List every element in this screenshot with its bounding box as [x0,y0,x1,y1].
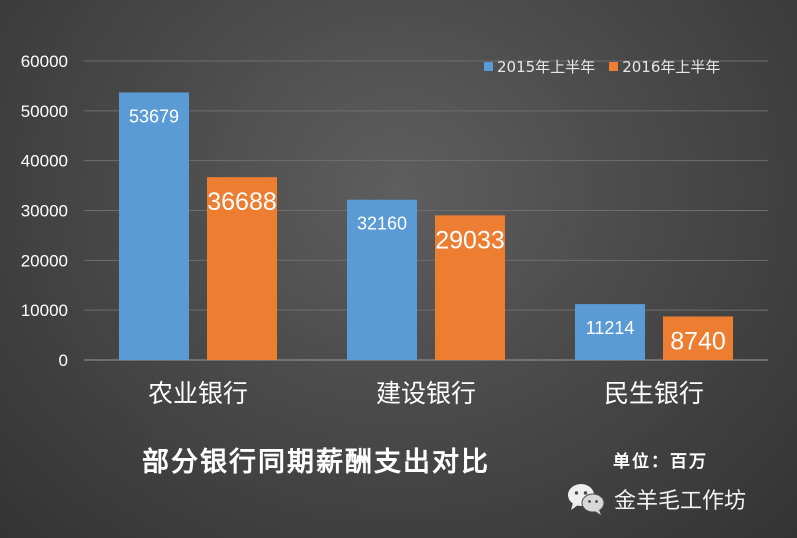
bar [119,92,189,361]
wechat-icon [568,484,605,515]
y-tick-label: 20000 [21,251,68,270]
data-label: 53679 [129,106,179,126]
x-tick-label: 民生银行 [604,379,704,408]
unit-label: 单位：百万 [613,452,708,472]
bar [207,177,277,360]
x-tick-label: 农业银行 [148,379,248,408]
y-tick-label: 10000 [21,301,68,320]
legend-item-2015: 2015年上半年 [484,56,595,77]
data-label: 36688 [207,188,277,216]
bar [575,304,645,360]
legend-label-2015: 2015年上半年 [497,57,596,76]
legend-item-2016: 2016年上半年 [609,56,720,77]
bar [435,215,505,360]
bar [347,199,417,360]
legend-swatch-2016 [609,61,619,71]
watermark-text: 金羊毛工作坊 [614,489,747,514]
y-tick-label: 0 [59,351,68,370]
legend: 2015年上半年 2016年上半年 [484,56,720,76]
y-tick-label: 60000 [21,52,68,71]
y-tick-label: 30000 [21,202,68,221]
data-label: 29033 [435,226,505,254]
data-label: 8740 [670,327,726,355]
chart-title: 部分银行同期薪酬支出对比 [142,447,490,478]
bar [663,316,733,360]
legend-swatch-2015 [484,61,493,71]
y-tick-label: 40000 [21,152,68,171]
data-label: 32160 [357,214,407,234]
x-tick-label: 建设银行 [376,379,476,408]
watermark: 金羊毛工作坊 [566,482,746,516]
data-label: 11214 [586,318,635,338]
y-tick-label: 50000 [21,102,68,121]
legend-label-2016: 2016年上半年 [622,57,721,76]
